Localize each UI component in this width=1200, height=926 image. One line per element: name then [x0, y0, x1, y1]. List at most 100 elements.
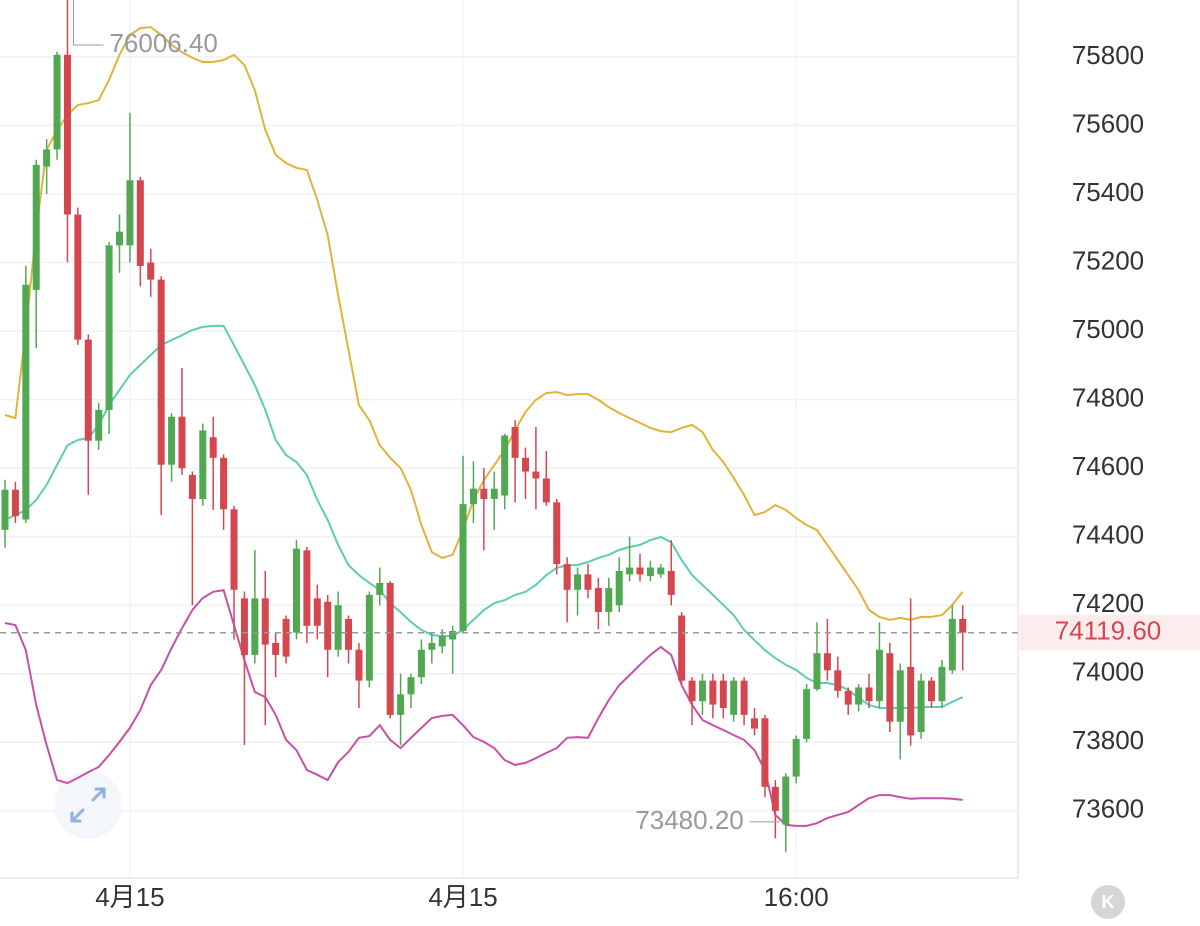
x-tick-label: 16:00 [764, 882, 829, 912]
candle-body [105, 245, 113, 410]
candle-body [501, 435, 509, 496]
candle-body [959, 618, 967, 633]
y-tick-label: 75200 [1072, 245, 1144, 275]
candle-body [678, 615, 686, 681]
candle-body [574, 574, 582, 590]
candle-body [740, 680, 748, 715]
candle-body [168, 416, 176, 465]
candle-body [927, 680, 935, 702]
candle-body [324, 601, 332, 650]
candle-body [32, 164, 40, 290]
candle-body [116, 231, 124, 246]
candle-body [209, 437, 217, 458]
candle-body [11, 489, 19, 517]
y-tick-label: 74200 [1072, 588, 1144, 618]
candle-body [626, 567, 634, 575]
candle-body [636, 567, 644, 575]
last-price-box [1018, 614, 1200, 651]
band-line [4, 588, 963, 827]
last-price-label: 74119.60 [1055, 616, 1162, 646]
y-tick-label: 75000 [1072, 314, 1144, 344]
candle-body [272, 642, 280, 655]
expand-icon[interactable] [70, 787, 106, 823]
candle-body [730, 680, 738, 715]
candle-body [63, 54, 71, 215]
candle-body [511, 427, 519, 458]
candle-body [459, 504, 467, 631]
candle-body [844, 690, 852, 705]
candle-body [792, 738, 800, 777]
candle-body [345, 618, 353, 650]
candle-body [803, 689, 811, 739]
kline-button[interactable] [1091, 885, 1125, 919]
candle-body [563, 564, 571, 590]
candle-body [938, 666, 946, 702]
candle-body [157, 279, 165, 465]
candle-body [251, 598, 259, 655]
y-tick-label: 74400 [1072, 520, 1144, 550]
candle-body [261, 598, 269, 645]
y-tick-label: 74800 [1072, 382, 1144, 412]
y-tick-label: 75400 [1072, 177, 1144, 207]
candle-body [188, 474, 196, 499]
candle-body [386, 582, 394, 715]
candle-body [355, 649, 363, 681]
candle-body [948, 618, 956, 671]
candle-body [709, 680, 717, 705]
y-tick-label: 75600 [1072, 108, 1144, 138]
y-tick-label: 74000 [1072, 657, 1144, 687]
candle-body [292, 548, 300, 633]
candle-body [365, 594, 373, 681]
high-leader [72, 0, 104, 46]
candle-body [313, 598, 321, 626]
candle-body [855, 687, 863, 705]
candle-body [667, 570, 675, 595]
candle-body [490, 488, 498, 499]
candle-body [782, 776, 790, 825]
candle-body [178, 416, 186, 469]
candle-body [1, 489, 9, 530]
candle-body [584, 574, 592, 590]
candle-body [417, 649, 425, 678]
candle-body [522, 457, 529, 472]
y-tick-label: 74600 [1072, 451, 1144, 481]
candle-body [553, 502, 561, 565]
candle-body [834, 670, 842, 691]
y-tick-label: 73600 [1072, 794, 1144, 824]
candle-body [240, 598, 248, 655]
candle-body [428, 642, 436, 650]
expand-button[interactable] [54, 771, 122, 839]
candle-body [719, 680, 727, 709]
candle-body [303, 550, 311, 626]
candle-body [74, 214, 82, 340]
candle-body [220, 457, 228, 510]
candle-body [469, 488, 477, 505]
kline-button-label[interactable]: K [1102, 892, 1115, 912]
candle-body [449, 630, 457, 640]
high-label: 76006.40 [109, 28, 217, 58]
candle-body [594, 588, 602, 613]
candle-body [95, 409, 103, 441]
candle-body [334, 605, 342, 650]
candle-body [532, 471, 540, 479]
candle-body [136, 180, 144, 266]
candle-body [438, 636, 446, 647]
low-label: 73480.20 [635, 805, 743, 835]
candle-body [875, 649, 883, 702]
candle-body [761, 718, 769, 787]
candle-body [813, 653, 821, 690]
candle-body [605, 588, 613, 613]
candle-body [126, 180, 134, 246]
candle-body [282, 618, 290, 657]
candle-body [230, 509, 238, 590]
candle-body [199, 430, 207, 499]
candle-body [43, 149, 51, 167]
candle-body [771, 786, 779, 811]
x-tick-label: 4月15 [428, 882, 497, 912]
y-tick-label: 73800 [1072, 725, 1144, 755]
candle-body [751, 718, 759, 729]
candle-body [896, 670, 904, 722]
band-line [4, 324, 964, 709]
